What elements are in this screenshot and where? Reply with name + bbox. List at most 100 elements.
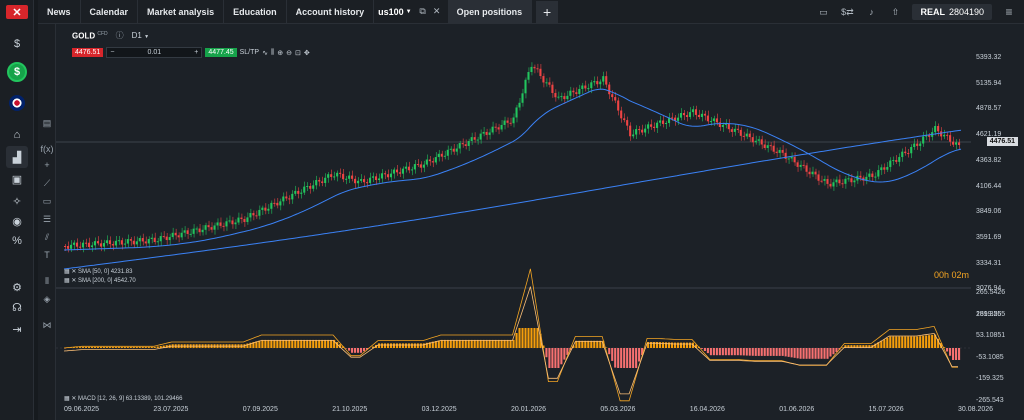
macd-bar [706,348,709,354]
fibonacci-icon[interactable]: ☰ [42,213,52,224]
bars-icon[interactable]: ⫼ [270,48,275,56]
buy-button[interactable]: 4477.45 [205,48,237,57]
candle [407,166,410,171]
candle [345,178,348,180]
candle [470,137,473,142]
candle [219,222,222,226]
timeframe-select[interactable]: D1 ▼ [131,31,150,40]
coin-icon[interactable]: ◉ [12,215,22,228]
percent-icon[interactable]: % [12,235,22,247]
macd-bar [736,348,739,356]
zoom-out-icon[interactable]: ⊖ [286,49,292,57]
sma200-legend[interactable]: ▦ ✕ SMA [200, 0] 4542.70 [64,278,136,284]
tab-education[interactable]: Education [224,0,287,24]
symbol-label[interactable]: GOLD CFD [72,30,108,41]
fit-icon[interactable]: ⊡ [294,49,301,57]
popout-icon[interactable]: ⧉ [419,6,426,16]
date-axis-label: 01.06.2026 [779,406,815,413]
dollar-icon[interactable]: $ [13,38,21,50]
candle [180,232,183,238]
macd-bar [273,339,276,348]
zoom-in-icon[interactable]: ⊕ [277,49,284,57]
increase-button[interactable]: + [194,49,199,56]
function-icon[interactable]: f(x) [40,144,54,154]
current-price-label: 4476.51 [986,137,1018,146]
candle [392,169,395,174]
language-flag-icon[interactable] [6,92,28,114]
info-icon[interactable]: ⓘ [115,31,124,40]
settings-icon[interactable]: ⚙ [12,281,22,294]
xtb-logo[interactable]: ✕ [6,5,28,19]
layers-icon[interactable]: ◈ [43,293,51,304]
window-icon[interactable]: ▭ [819,6,828,17]
tab-account-history[interactable]: Account history [287,0,375,24]
sltp-button[interactable]: SL/TP [239,49,260,56]
dollar-circle-icon: $ [7,62,27,82]
home-icon[interactable]: ⌂ [13,129,21,141]
candle [102,243,105,247]
macd-bar [333,339,336,348]
menu-icon[interactable]: ≡ [1005,5,1013,19]
volume-stepper[interactable]: − 0.01 + [106,47,203,58]
candle [904,151,907,154]
bell-icon[interactable]: ♪ [869,7,874,17]
candle [177,235,180,238]
macd-bar [563,348,566,360]
macd-bar [114,346,117,348]
macd-bar [937,338,940,348]
candle [536,68,539,70]
candle [838,179,841,184]
tab-instrument[interactable]: us100 ▼ [374,0,415,24]
logout-icon[interactable]: ⇥ [12,323,22,336]
upload-icon[interactable]: ⇧ [891,6,900,17]
tab-news[interactable]: News [38,0,81,24]
close-tab-icon[interactable]: ✕ [432,6,441,16]
candle [548,82,551,85]
share-icon[interactable]: ⋈ [42,319,52,330]
macd-legend[interactable]: ▦ ✕ MACD [12, 26, 9] 63.13389, 101.29466 [64,396,183,402]
macd-bar [401,343,404,348]
panel-toggle-icon[interactable]: ▤ [42,117,52,128]
candle-type-icon[interactable]: ⫴ [45,275,49,286]
macd-bar [309,339,312,348]
trendline-icon[interactable]: ⟋ [43,177,51,188]
currency-exchange-icon[interactable]: $⇄ [841,6,854,17]
chart-area[interactable]: GOLD CFD ⓘ D1 ▼ 4476.51 − 0.01 + 4477.45… [56,24,1024,420]
macd-bar [730,348,733,356]
macd-bar [829,348,832,357]
sell-button[interactable]: 4476.51 [72,48,104,57]
line-chart-icon[interactable]: ∿ [262,49,268,57]
price-chart[interactable] [56,24,1024,420]
deposit-button[interactable]: $ [6,61,28,83]
sma50-legend[interactable]: ▦ ✕ SMA [50, 0] 4231.83 [64,269,133,275]
candle [955,142,958,145]
macd-bar [754,348,757,356]
macd-bar [105,346,108,348]
tab-open-positions[interactable]: Open positions [447,0,533,24]
candle [781,149,784,153]
add-tab-button[interactable]: + [536,0,559,23]
rectangle-icon[interactable]: ▭ [42,195,52,206]
candle [467,141,470,146]
decrease-button[interactable]: − [110,49,115,56]
candle [285,196,288,199]
macd-bar [673,342,677,348]
crosshair-icon[interactable]: + [44,160,50,170]
macd-bar [530,328,533,348]
calculator-icon[interactable]: ▣ [11,173,23,186]
chart-icon[interactable]: ▟ [6,146,28,168]
puzzle-icon[interactable]: ✧ [12,195,22,208]
macd-bar [958,348,961,360]
tab-market-analysis[interactable]: Market analysis [138,0,225,24]
candle [72,242,76,245]
drawing-tools: ▤ f(x) + ⟋ ▭ ☰ ⫽ T ⫴ ◈ ⋈ [38,24,56,420]
candle [706,115,709,122]
headset-icon[interactable]: ☊ [12,301,22,314]
account-selector[interactable]: REAL 2804190 [912,4,992,20]
text-tool-icon[interactable]: T [44,250,50,260]
candle [850,178,853,183]
move-icon[interactable]: ✥ [303,49,310,57]
tab-calendar[interactable]: Calendar [81,0,139,24]
candle [201,229,204,233]
channel-icon[interactable]: ⫽ [44,231,49,242]
